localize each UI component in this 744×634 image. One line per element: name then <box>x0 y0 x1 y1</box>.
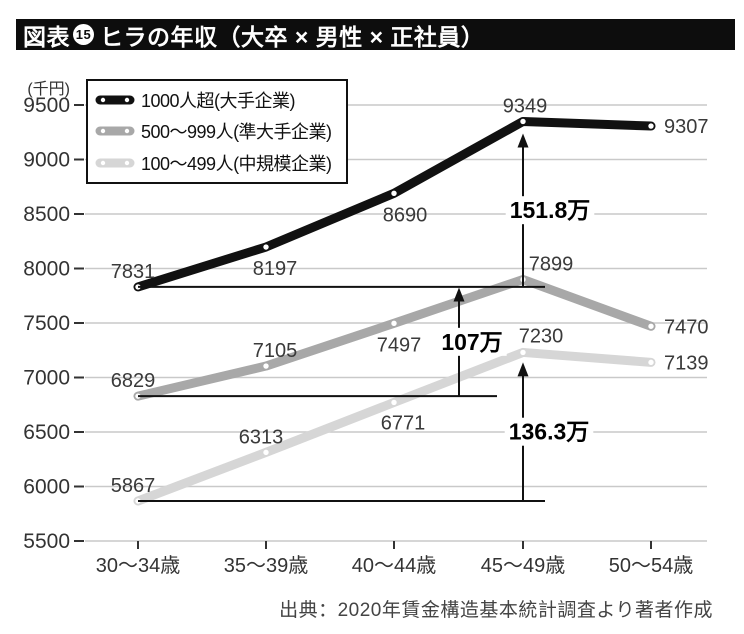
data-point-label: 8197 <box>253 258 298 280</box>
data-point <box>648 123 654 129</box>
y-tick-label: 5500 <box>23 530 70 553</box>
data-point <box>648 323 654 329</box>
data-point <box>263 449 269 456</box>
data-point-label: 6829 <box>111 370 156 392</box>
y-tick-label: 8000 <box>23 258 70 281</box>
y-tick-label: 6500 <box>23 421 70 444</box>
title-number-badge: 15 <box>73 24 94 45</box>
label-background <box>504 417 594 446</box>
data-point-label: 9349 <box>503 95 548 117</box>
y-tick-label: 8500 <box>23 203 70 226</box>
legend-swatch-icon <box>95 95 135 105</box>
y-axis-unit-label: (千円) <box>27 80 70 98</box>
data-point-label: 7230 <box>519 325 564 347</box>
data-point <box>263 244 269 250</box>
y-tick-label: 9500 <box>23 94 70 117</box>
x-tick-label: 50〜54歳 <box>609 554 694 577</box>
difference-label: 151.8万 <box>510 197 591 223</box>
data-point <box>391 320 397 327</box>
data-point-label: 7105 <box>253 340 298 362</box>
difference-label: 136.3万 <box>509 419 590 445</box>
legend-label: 1000人超(大手企業) <box>141 90 296 111</box>
arrowhead-up-icon <box>517 133 529 148</box>
legend-item-2: 100〜499人(中規模企業) <box>94 150 344 176</box>
data-point-label: 7831 <box>111 261 156 283</box>
y-tick-label: 7500 <box>23 312 70 335</box>
data-point <box>263 363 269 369</box>
data-point-label: 7497 <box>377 334 422 356</box>
title-prefix: 図表 <box>23 23 70 50</box>
y-tick-label: 7000 <box>23 367 70 390</box>
label-background <box>437 327 507 356</box>
data-point-label: 8690 <box>383 204 428 226</box>
x-tick-label: 30〜34歳 <box>96 554 181 577</box>
difference-label: 107万 <box>441 329 502 355</box>
source-note: 出典：2020年賃金構造基本統計調査より著者作成 <box>279 600 713 621</box>
arrowhead-up-icon <box>517 362 529 377</box>
y-tick-label: 6000 <box>23 476 70 499</box>
data-point-label: 7139 <box>664 352 709 374</box>
data-point-label: 9307 <box>664 116 709 138</box>
data-point-label: 5867 <box>111 475 156 497</box>
legend-swatch-icon <box>95 126 135 136</box>
data-point <box>520 349 526 356</box>
data-point-label: 6771 <box>381 412 426 434</box>
data-point <box>648 359 654 366</box>
y-tick-label: 9000 <box>23 149 70 172</box>
legend-swatch-icon <box>95 158 135 168</box>
x-tick-label: 45〜49歳 <box>481 554 566 577</box>
data-point <box>520 118 526 125</box>
chart-title-bar: 図表 15 ヒラの年収（大卒 × 男性 × 正社員） <box>16 19 735 50</box>
legend-label: 100〜499人(中規模企業) <box>141 154 332 175</box>
data-point-label: 7899 <box>529 254 574 276</box>
x-tick-label: 40〜44歳 <box>352 554 437 577</box>
x-tick-label: 35〜39歳 <box>224 554 309 577</box>
arrowhead-up-icon <box>453 287 465 302</box>
legend-item-0: 1000人超(大手企業) <box>94 87 344 113</box>
data-point-label: 7470 <box>664 316 709 338</box>
page-title: ヒラの年収（大卒 × 男性 × 正社員） <box>100 23 485 50</box>
data-point <box>391 399 397 406</box>
data-point <box>391 190 397 196</box>
data-point-label: 6313 <box>239 426 284 448</box>
label-background <box>505 196 595 225</box>
legend-item-1: 500〜999人(準大手企業) <box>94 118 344 144</box>
chart-legend: 1000人超(大手企業) 500〜999人(準大手企業) 100〜499人(中規模企… <box>86 79 348 184</box>
legend-label: 500〜999人(準大手企業) <box>141 122 332 143</box>
